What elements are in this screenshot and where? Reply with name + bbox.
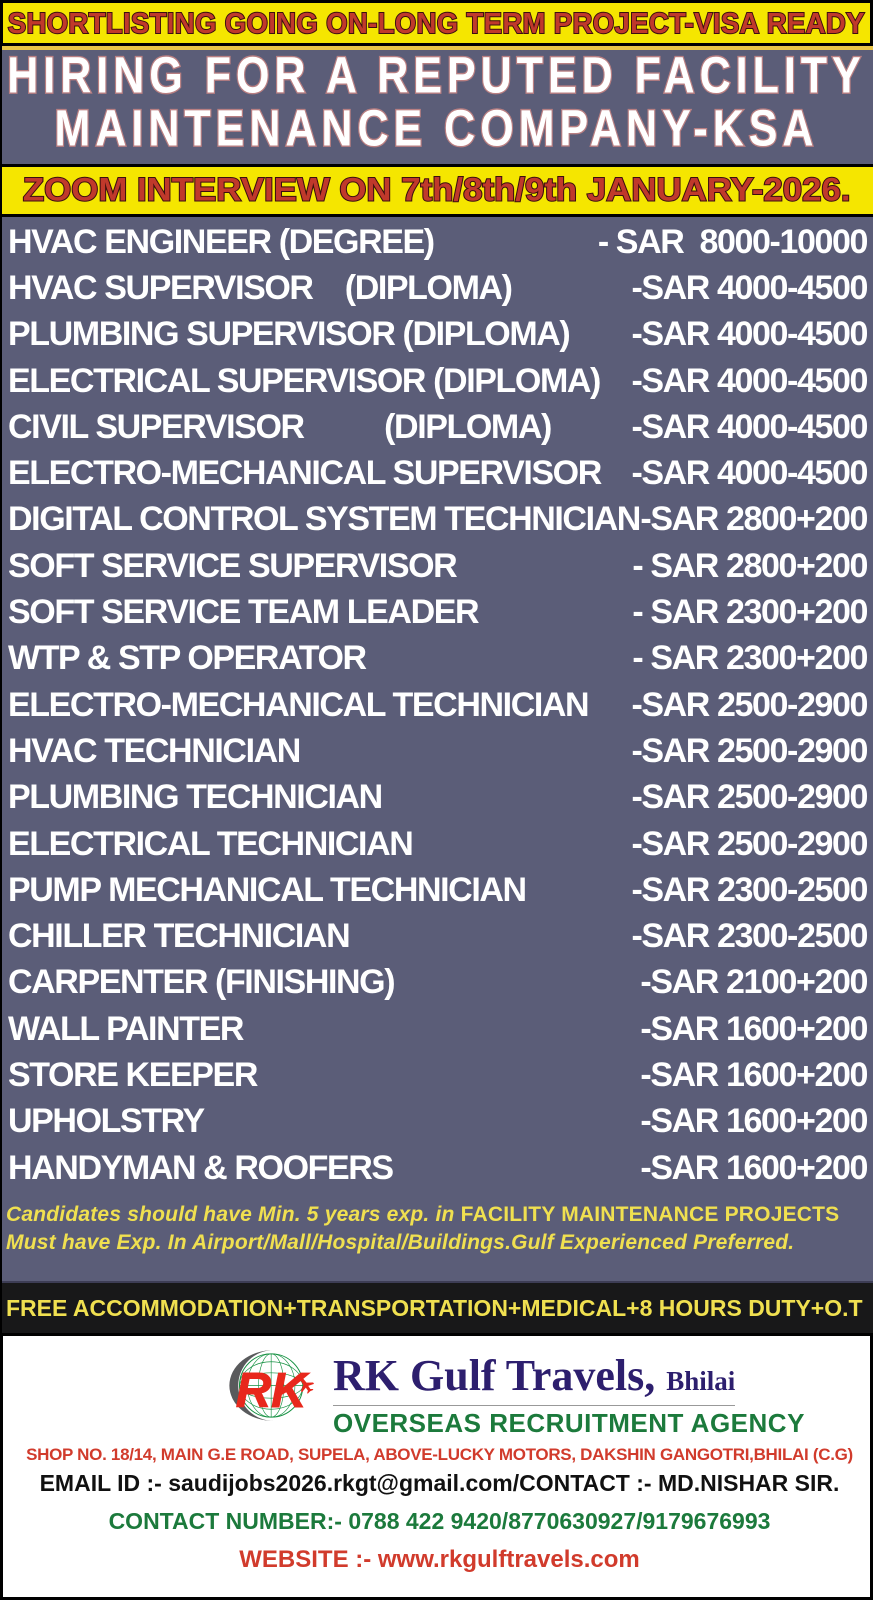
svg-text:RK: RK <box>236 1364 310 1418</box>
